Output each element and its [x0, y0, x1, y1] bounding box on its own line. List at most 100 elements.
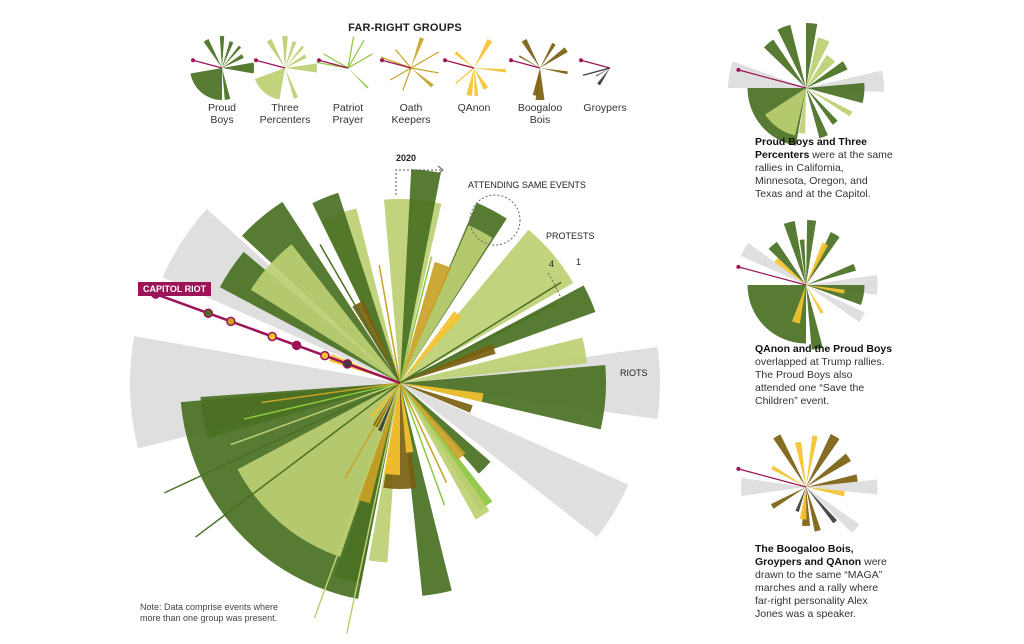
ok-line	[378, 264, 401, 384]
legend-item-pb: Proud Boys	[182, 102, 262, 126]
year-arrow-head	[437, 165, 444, 175]
mini-2-pb-wedge	[806, 231, 840, 285]
legend-tp-wedge	[254, 68, 285, 100]
tp-wedge	[400, 383, 490, 520]
pb-line	[195, 382, 401, 538]
legend-ok-line	[395, 49, 412, 69]
mini-capitol-line	[738, 468, 807, 488]
note: Note: Data comprise events where more th…	[140, 602, 279, 623]
legend-pp-wedge	[348, 68, 369, 89]
legend-item-gr: Groypers	[565, 102, 645, 114]
legend-label-line2: Prayer	[332, 114, 364, 126]
mini-2-pb-wedge	[799, 239, 806, 285]
legend-capitol-point	[579, 58, 584, 63]
mini-1-pb-wedge	[806, 88, 838, 125]
pb-wedge	[400, 365, 606, 430]
legend-capitol-line	[255, 59, 286, 69]
legend-qa-wedge	[466, 68, 474, 96]
legend-pp-line	[347, 36, 355, 69]
mini-2-pb-wedge	[783, 220, 806, 285]
legend-capitol-point	[443, 58, 448, 63]
legend-title: FAR-RIGHT GROUPS	[348, 22, 462, 34]
bb-wedge	[400, 383, 473, 413]
mini-2-pb-wedge	[768, 241, 806, 285]
legend-item-qa: QAnon	[434, 102, 514, 114]
mini-3-gr-wedge	[806, 487, 838, 524]
legend-label-line1: Groypers	[583, 102, 627, 114]
mini-1-tp-wedge	[798, 88, 806, 134]
mini-3-bb-wedge	[806, 433, 840, 487]
ok-wedge	[400, 261, 452, 383]
legend-capitol-line	[510, 59, 541, 69]
caption-2: QAnon and the Proud Boys overlapped at T…	[755, 343, 895, 408]
legend-qa-wedge	[474, 68, 479, 96]
scale-arc	[547, 272, 561, 297]
mini-3-qa-wedge	[799, 487, 807, 520]
mini-2-qa-wedge	[806, 285, 845, 294]
caption-1-bold: Proud Boys and Three Percenters	[755, 136, 868, 161]
mini-capitol-line	[738, 266, 807, 286]
legend-pb-wedge	[222, 45, 242, 68]
riot-wedge	[400, 383, 629, 537]
legend-capitol-line	[381, 59, 412, 69]
legend-capitol-point	[191, 58, 196, 63]
mini-3-qa-wedge	[806, 487, 845, 497]
legend-bb-wedge	[540, 68, 568, 75]
legend-ok-line	[389, 67, 412, 81]
mini-3-qa-wedge	[806, 435, 818, 487]
mini-1-tp-wedge	[806, 88, 853, 117]
mini-3-bb-wedge	[806, 474, 858, 487]
qa-wedge	[400, 311, 462, 383]
tp-wedge	[400, 337, 587, 383]
capitol-riot-point	[267, 331, 277, 342]
legend-label-line1: Patriot	[332, 102, 364, 114]
riots-label: RIOTS	[620, 368, 648, 378]
mini-3-bb-wedge	[770, 487, 806, 509]
qa-wedge	[384, 383, 400, 475]
caption-1-text: were at the same rallies in California, …	[755, 149, 893, 200]
ok-line	[261, 382, 401, 404]
legend-item-tp: Three Percenters	[245, 102, 325, 126]
qa-wedge	[370, 383, 400, 418]
mini-1-riot-wedge	[728, 61, 806, 88]
legend-gr-wedge	[597, 68, 610, 86]
pb-wedge	[400, 383, 452, 596]
legend-tp-wedge	[285, 41, 297, 68]
caption-3-text: were drawn to the same “MAGA” marches an…	[755, 556, 887, 620]
legend-bb-wedge	[532, 68, 540, 96]
tp-wedge	[250, 244, 400, 383]
mini-2-pb-wedge	[806, 220, 817, 285]
ok-wedge	[400, 383, 466, 460]
legend-label-line1: Three	[271, 102, 299, 114]
mini-3-gr-wedge	[795, 487, 806, 512]
year-label: 2020	[396, 153, 417, 163]
mini-3-riot-wedge	[806, 487, 860, 533]
legend-capitol-line	[444, 59, 475, 69]
legend-bb-wedge	[518, 55, 540, 68]
legend-qa-wedge	[474, 68, 489, 90]
gr-wedge	[378, 383, 400, 433]
pp-line	[399, 256, 433, 384]
mini-1-tp-wedge	[765, 88, 806, 136]
mini-1-pb-wedge	[806, 82, 865, 104]
legend-pb-wedge	[222, 54, 244, 68]
capitol-riot-point	[203, 308, 214, 318]
mini-2-qa-wedge	[792, 285, 806, 324]
legend-ok-line	[402, 67, 412, 91]
legend-pp-line	[347, 39, 365, 69]
mini-1-pb-wedge	[777, 24, 806, 88]
pp-line	[243, 382, 401, 420]
mini-2-pb-wedge	[806, 285, 823, 350]
legend-pb-wedge	[222, 62, 254, 74]
tp-line	[346, 382, 401, 634]
mini-1-tp-wedge	[806, 54, 835, 88]
legend-label-line2: Bois	[529, 114, 551, 126]
legend-capitol-point	[254, 58, 259, 63]
mini-1-pb-wedge	[763, 39, 806, 88]
legend-ok-wedge	[411, 37, 425, 68]
mini-capitol-point	[736, 67, 741, 72]
legend-capitol-point	[317, 58, 322, 63]
legend-pb-wedge	[190, 68, 222, 100]
mini-3-bb-wedge	[806, 453, 852, 487]
